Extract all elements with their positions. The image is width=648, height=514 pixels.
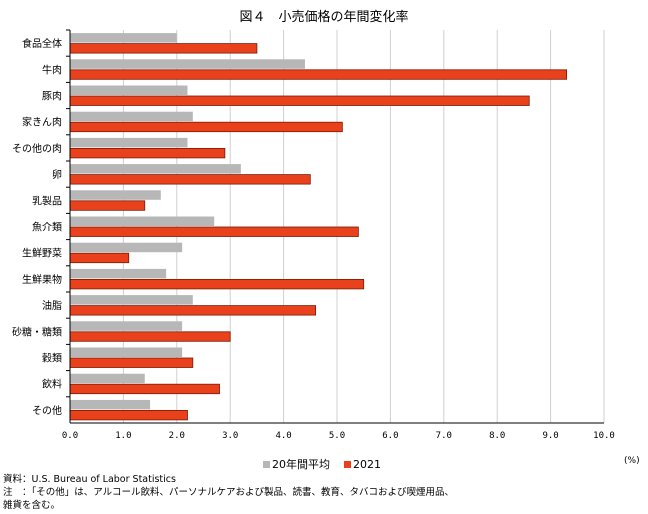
bar-2021 <box>69 409 188 421</box>
tick-labels: 0.0 1.0 2.0 3.0 4.0 5.0 6.0 7.0 8.0 9.0 10.0 <box>62 431 615 441</box>
bar-avg <box>70 33 177 43</box>
grid-lines <box>122 30 605 423</box>
bar-2021 <box>69 174 311 185</box>
bar-2021 <box>69 200 146 211</box>
category-label: 乳製品 <box>32 194 62 207</box>
bar-2021 <box>69 147 226 159</box>
bar-avg <box>70 242 183 253</box>
legend: 20年間平均 2021 <box>263 456 381 472</box>
tick-label: 9.0 <box>542 431 558 441</box>
tick-label: 5.0 <box>329 431 345 441</box>
category-label: 油脂 <box>42 299 62 312</box>
bar-avg <box>70 321 183 331</box>
bar-2021 <box>69 121 343 133</box>
tick-label: 3.0 <box>222 431 238 441</box>
bars <box>69 33 568 421</box>
source-note: 資料：U.S. Bureau of Labor Statistics <box>3 474 176 485</box>
category-label: その他 <box>32 404 62 417</box>
legend-item-avg: 20年間平均 <box>263 456 330 472</box>
tick-label: 1.0 <box>115 431 131 441</box>
tick-label: 8.0 <box>489 431 505 441</box>
category-label: 飲料 <box>42 378 62 391</box>
bar-2021 <box>69 357 194 368</box>
bar-2021 <box>69 331 231 342</box>
category-label: 牛肉 <box>42 63 62 76</box>
category-label: 魚介類 <box>32 221 62 234</box>
category-label: 卵 <box>52 169 62 181</box>
bar-avg <box>70 137 188 148</box>
legend-swatch-avg <box>263 460 270 468</box>
legend-item-2021: 2021 <box>344 456 381 472</box>
axes <box>66 29 604 424</box>
legend-swatch-2021 <box>344 460 351 468</box>
bar-2021 <box>69 226 359 237</box>
category-label: 豚肉 <box>42 90 62 103</box>
bar-2021 <box>69 95 530 106</box>
bar-2021 <box>69 305 317 316</box>
category-label: 生鮮野菜 <box>22 247 62 260</box>
tick-label: 6.0 <box>382 431 398 441</box>
bar-2021 <box>69 43 258 54</box>
bar-avg <box>70 216 215 226</box>
category-label: 穀類 <box>42 352 62 365</box>
footnote-line-1: 注 ：「その他」は、アルコール飲料、パーソナルケアおよび製品、読書、教育、タバコ… <box>3 487 454 498</box>
tick-label: 2.0 <box>169 431 185 441</box>
bar-avg <box>70 85 188 95</box>
bar-avg <box>70 399 151 410</box>
bar-avg <box>70 347 183 357</box>
category-label: 食品全体 <box>22 37 62 50</box>
bar-2021 <box>69 383 220 395</box>
bar-avg <box>70 190 161 200</box>
notes: 資料：U.S. Bureau of Labor Statistics 注 ：「そ… <box>3 473 454 512</box>
bar-2021 <box>69 252 130 264</box>
tick-label: 7.0 <box>436 431 452 441</box>
legend-label-2021: 2021 <box>353 457 381 471</box>
bar-2021 <box>69 278 365 290</box>
unit-label: (%) <box>624 456 640 466</box>
bar-2021 <box>69 69 568 80</box>
bar-avg <box>70 373 145 384</box>
footnote-line-2: 雑貨を含む。 <box>3 500 61 511</box>
chart-title: 図４ 小売価格の年間変化率 <box>239 10 409 25</box>
category-labels: 食品全体牛肉豚肉家きん肉その他の肉卵乳製品魚介類生鮮野菜生鮮果物油脂砂糖・糖類穀… <box>12 37 62 417</box>
bar-avg <box>70 164 241 174</box>
category-label: 生鮮果物 <box>22 273 62 286</box>
bar-avg <box>70 59 305 69</box>
bar-avg <box>70 295 193 305</box>
category-label: 家きん肉 <box>22 116 62 129</box>
bar-avg <box>70 111 193 122</box>
tick-label: 0.0 <box>62 431 78 441</box>
legend-label-avg: 20年間平均 <box>272 458 330 471</box>
tick-label: 4.0 <box>275 431 291 441</box>
tick-label: 10.0 <box>593 431 615 441</box>
bar-avg <box>70 268 167 279</box>
category-label: その他の肉 <box>12 142 62 155</box>
category-label: 砂糖・糖類 <box>12 325 62 338</box>
